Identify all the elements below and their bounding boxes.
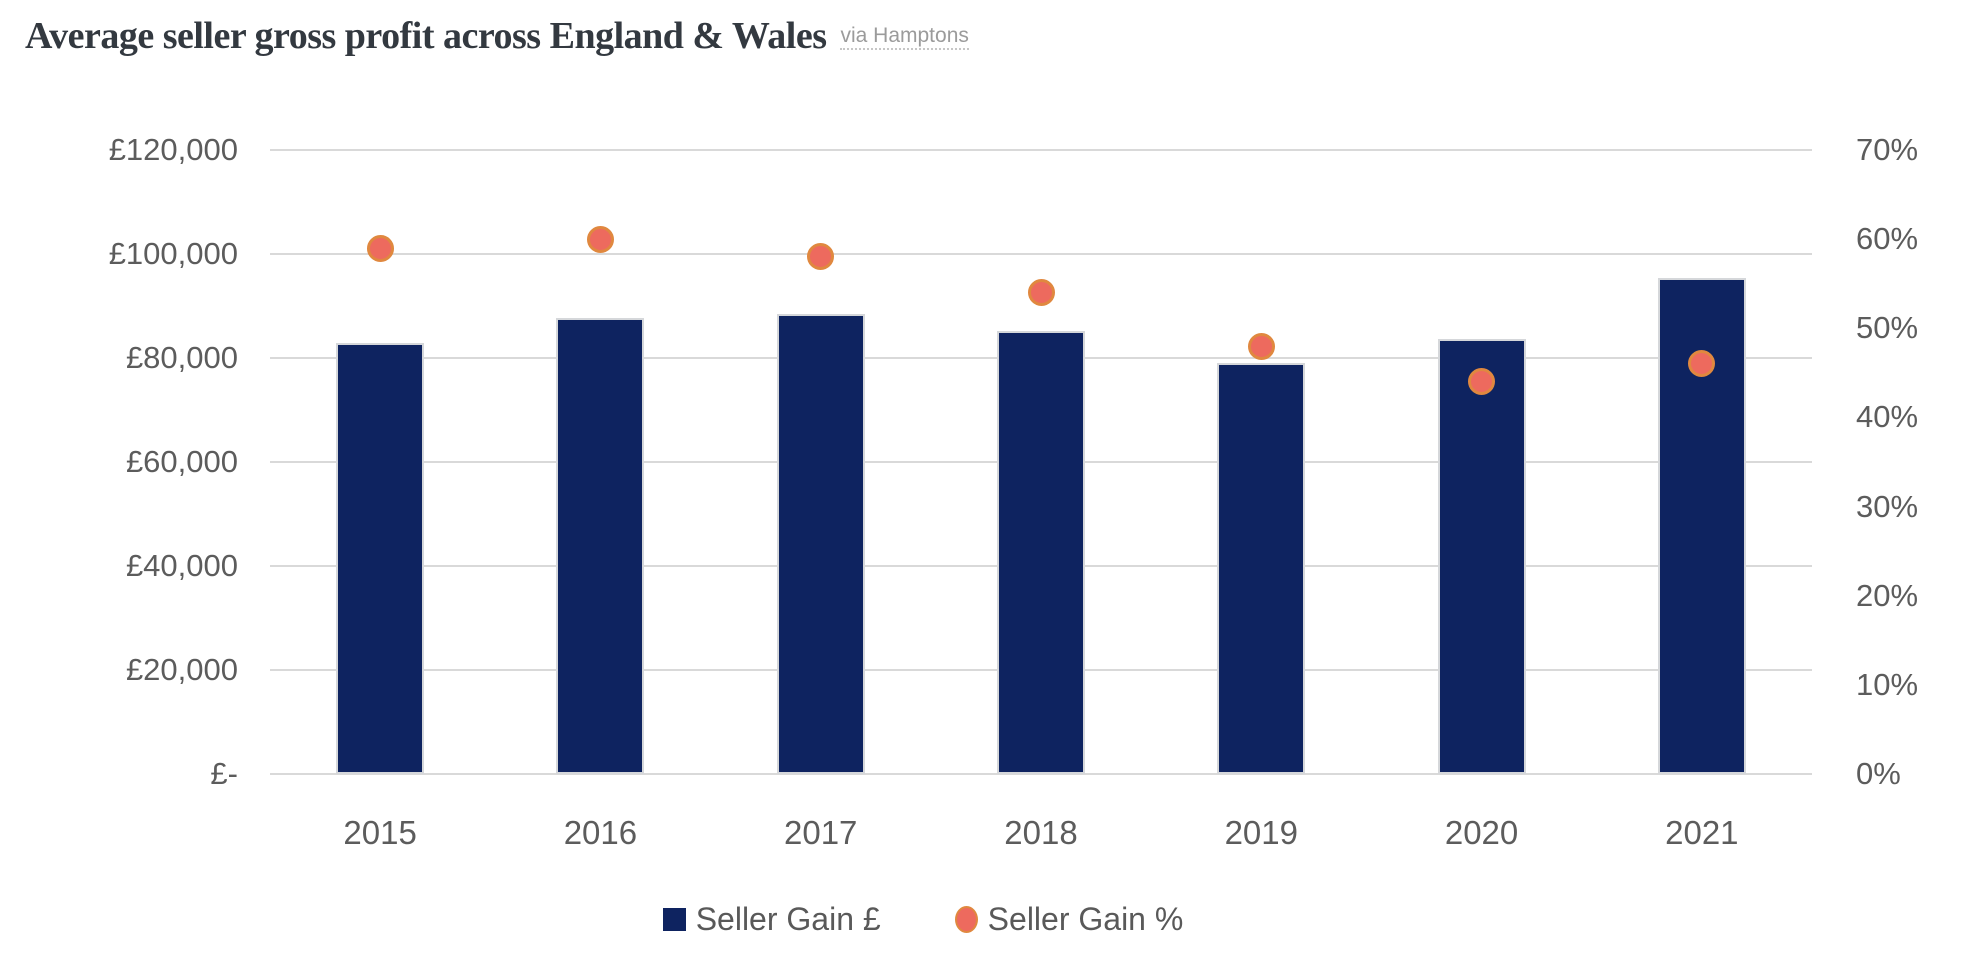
gridline	[270, 149, 1812, 151]
gridline	[270, 253, 1812, 255]
x-axis-label: 2019	[1224, 814, 1298, 851]
left-axis-tick: £-	[210, 756, 238, 791]
scatter-dot	[1027, 279, 1055, 307]
scatter-dot	[807, 243, 835, 271]
left-axis-tick: £100,000	[108, 236, 238, 271]
left-axis-tick: £120,000	[108, 132, 238, 167]
x-axis-label: 2020	[1444, 814, 1519, 851]
right-axis-tick: 10%	[1856, 666, 1919, 702]
right-axis-tick: 20%	[1856, 577, 1919, 613]
right-axis-tick: 40%	[1856, 399, 1919, 435]
left-axis-tick: £60,000	[125, 444, 238, 479]
left-axis-tick: £80,000	[125, 340, 238, 375]
right-axis-tick: 60%	[1856, 221, 1919, 257]
legend-label: Seller Gain £	[695, 901, 881, 937]
legend-item-seller-gain-percent: Seller Gain %	[954, 901, 1184, 938]
bar	[336, 342, 425, 774]
left-axis-tick: £20,000	[125, 652, 238, 687]
scatter-dot	[1688, 350, 1716, 378]
legend: Seller Gain £ Seller Gain %	[0, 901, 1846, 938]
left-axis-tick: £40,000	[125, 548, 238, 583]
scatter-dot	[1468, 368, 1496, 396]
x-axis-label: 2018	[1004, 814, 1078, 851]
right-axis-tick: 50%	[1856, 310, 1919, 346]
x-axis-label: 2017	[783, 814, 858, 851]
x-axis-label: 2021	[1665, 814, 1739, 851]
page-title: Average seller gross profit across Engla…	[25, 15, 827, 57]
bar	[556, 318, 645, 774]
bar	[1437, 339, 1526, 774]
scatter-dot	[366, 234, 394, 262]
x-axis-label: 2016	[563, 814, 638, 851]
legend-label: Seller Gain %	[987, 901, 1184, 937]
bar-swatch-icon	[662, 908, 686, 931]
right-axis-tick: 70%	[1856, 132, 1919, 167]
bar	[997, 331, 1085, 774]
right-axis-tick: 0%	[1856, 756, 1901, 791]
bar	[776, 314, 865, 774]
scatter-dot	[1247, 332, 1275, 360]
source-link[interactable]: via Hamptons	[840, 24, 969, 50]
gridline	[270, 773, 1812, 775]
scatter-dot	[586, 225, 614, 253]
right-axis-tick: 30%	[1856, 488, 1919, 524]
bar	[1217, 362, 1306, 774]
x-axis-label: 2015	[343, 814, 417, 851]
dot-marker-icon	[954, 906, 978, 933]
chart-header: Average seller gross profit across Engla…	[25, 14, 969, 58]
legend-item-seller-gain-pounds: Seller Gain £	[662, 901, 881, 938]
